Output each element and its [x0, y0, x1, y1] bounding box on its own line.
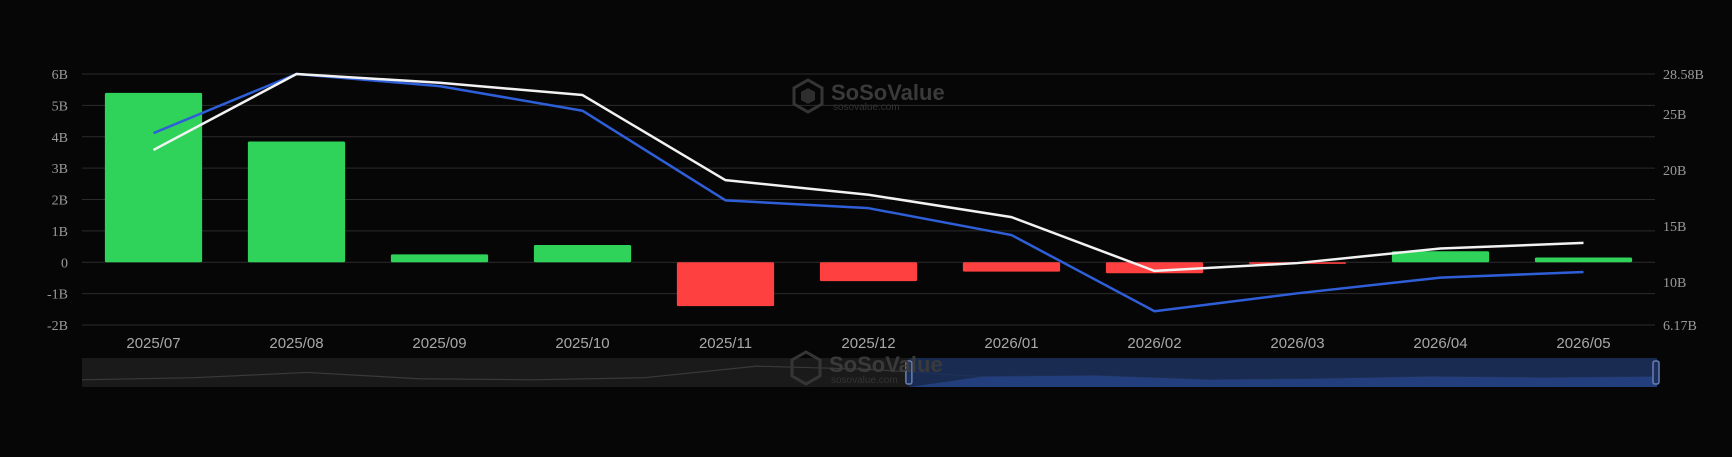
- line-series: [152, 72, 1584, 313]
- bar[interactable]: [1391, 251, 1490, 263]
- y-right-tick-label: 28.58B: [1663, 68, 1704, 83]
- y-right-tick-label: 25B: [1663, 108, 1686, 123]
- series-line[interactable]: [153, 72, 1584, 313]
- bar[interactable]: [819, 262, 918, 282]
- bar[interactable]: [104, 92, 203, 263]
- y-left-tick-label: 0: [61, 256, 68, 271]
- slider-watermark-brand: SoSoValue: [829, 352, 943, 377]
- bar[interactable]: [533, 244, 632, 263]
- y-axis-right: 6.17B 10B 15B 20B 25B 28.58B: [1663, 68, 1704, 334]
- slider-selected-area: [908, 375, 1657, 387]
- x-tick-label: 2026/05: [1556, 335, 1610, 352]
- slider-watermark-logo-icon: [790, 350, 822, 386]
- y-left-tick-label: -1B: [47, 288, 68, 303]
- y-left-tick-label: 4B: [52, 131, 68, 146]
- y-left-tick-label: 3B: [52, 162, 68, 177]
- x-tick-label: 2025/08: [269, 335, 323, 352]
- bar[interactable]: [247, 141, 346, 263]
- y-left-tick-label: -2B: [47, 319, 68, 334]
- watermark-brand: SoSoValue: [831, 80, 945, 105]
- x-tick-label: 2025/09: [412, 335, 466, 352]
- y-left-tick-label: 1B: [52, 225, 68, 240]
- slider-handle-right[interactable]: [1652, 360, 1660, 385]
- x-tick-label: 2025/11: [699, 335, 752, 352]
- y-right-tick-label: 6.17B: [1663, 319, 1697, 334]
- x-tick-label: 2025/12: [841, 335, 895, 352]
- bar-series: [104, 92, 1633, 307]
- y-left-tick-label: 5B: [52, 99, 68, 114]
- watermark-logo-icon: [792, 78, 824, 114]
- slider-handle-left[interactable]: [905, 360, 913, 385]
- series-line[interactable]: [152, 72, 1584, 273]
- watermark: SoSoValue sosovalue.com: [792, 78, 945, 114]
- y-right-tick-label: 10B: [1663, 276, 1686, 291]
- y-axis-left: -2B -1B 0 1B 2B 3B 4B 5B 6B: [47, 68, 68, 334]
- x-tick-label: 2026/01: [984, 335, 1038, 352]
- y-right-tick-label: 20B: [1663, 164, 1686, 179]
- y-left-tick-label: 2B: [52, 194, 68, 209]
- x-tick-label: 2026/02: [1127, 335, 1181, 352]
- bar[interactable]: [390, 254, 489, 263]
- bar[interactable]: [962, 262, 1061, 272]
- y-left-tick-label: 6B: [52, 68, 68, 83]
- slider-watermark-sub: sosovalue.com: [831, 375, 898, 386]
- bar[interactable]: [1534, 257, 1633, 263]
- watermark-sub: sosovalue.com: [833, 102, 900, 113]
- x-tick-label: 2025/10: [555, 335, 609, 352]
- x-tick-label: 2026/04: [1413, 335, 1467, 352]
- x-axis: 2025/07 2025/08 2025/09 2025/10 2025/11 2025/…: [126, 335, 1610, 352]
- y-right-tick-label: 15B: [1663, 220, 1686, 235]
- x-tick-label: 2026/03: [1270, 335, 1324, 352]
- x-tick-label: 2025/07: [126, 335, 180, 352]
- bar[interactable]: [676, 262, 775, 307]
